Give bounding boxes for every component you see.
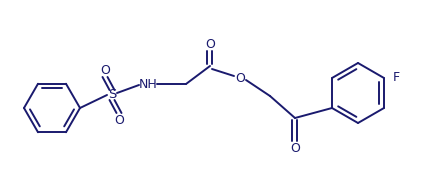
Text: O: O <box>235 71 245 84</box>
Text: O: O <box>100 64 110 77</box>
Text: F: F <box>393 71 400 84</box>
Text: NH: NH <box>139 77 157 90</box>
Text: O: O <box>290 142 300 155</box>
Text: O: O <box>205 37 215 51</box>
Text: S: S <box>108 89 116 102</box>
Text: O: O <box>114 114 124 127</box>
